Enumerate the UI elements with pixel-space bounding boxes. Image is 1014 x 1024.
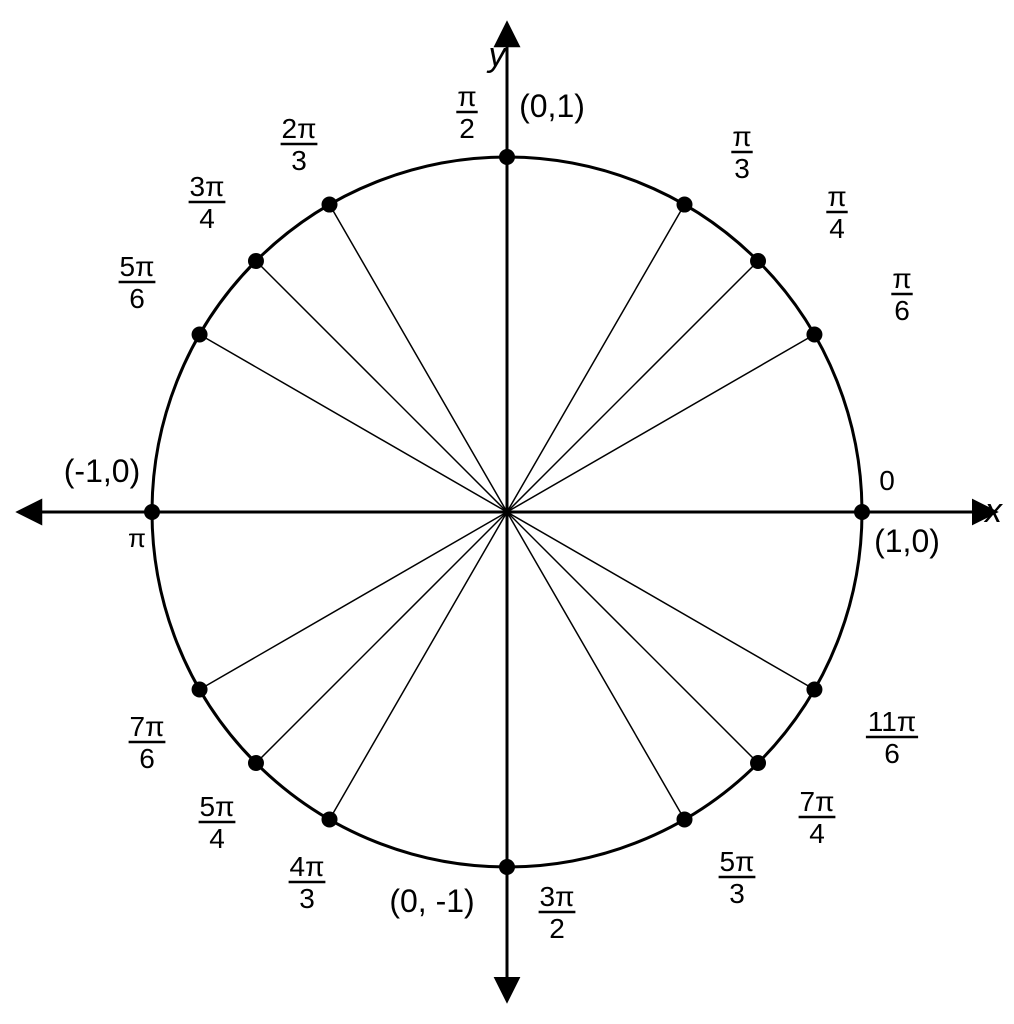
fraction-numerator: 5π (120, 251, 155, 282)
fraction-numerator: 3π (190, 171, 225, 202)
fraction-numerator: 7π (800, 786, 835, 817)
radius-line (200, 512, 507, 690)
fraction-numerator: π (827, 181, 846, 212)
coordinate-label: (-1,0) (64, 453, 140, 489)
angle-point (192, 682, 208, 698)
angle-fraction-label: 2π3 (281, 113, 318, 176)
fraction-denominator: 6 (139, 743, 155, 774)
unit-circle-diagram: xy0(1,0)π6π4π3π2(0,1)2π33π45π6π(-1,0)7π6… (0, 0, 1014, 1024)
angle-fraction-label: 5π4 (199, 791, 236, 854)
angle-point (854, 504, 870, 520)
fraction-numerator: π (892, 263, 911, 294)
angle-fraction-label: 7π6 (129, 711, 166, 774)
fraction-numerator: π (457, 81, 476, 112)
fraction-denominator: 2 (459, 113, 475, 144)
angle-fraction-label: π2 (456, 81, 477, 144)
radius-line (507, 512, 814, 690)
fraction-numerator: 5π (720, 846, 755, 877)
fraction-denominator: 6 (894, 295, 910, 326)
x-axis-label: x (983, 492, 1003, 530)
fraction-numerator: 7π (130, 711, 165, 742)
fraction-denominator: 4 (829, 213, 845, 244)
angle-fraction-label: 5π3 (719, 846, 756, 909)
angle-fraction-label: π4 (826, 181, 847, 244)
fraction-denominator: 3 (299, 883, 315, 914)
fraction-denominator: 2 (549, 913, 565, 944)
radius-line (507, 512, 685, 819)
angle-point (322, 197, 338, 213)
fraction-numerator: 4π (290, 851, 325, 882)
fraction-denominator: 4 (199, 203, 215, 234)
angle-point (806, 682, 822, 698)
angle-point (144, 504, 160, 520)
fraction-denominator: 4 (209, 823, 225, 854)
angle-fraction-label: 5π6 (119, 251, 156, 314)
fraction-numerator: 3π (540, 881, 575, 912)
angle-fraction-label: 11π6 (866, 706, 918, 769)
fraction-numerator: 2π (282, 113, 317, 144)
fraction-numerator: π (732, 121, 751, 152)
angle-plain-label: π (128, 523, 146, 553)
angle-fraction-label: 3π4 (189, 171, 226, 234)
angle-fraction-label: 4π3 (289, 851, 326, 914)
coordinate-label: (0, -1) (389, 883, 474, 919)
angle-point (806, 327, 822, 343)
angle-point (192, 327, 208, 343)
radius-line (256, 261, 507, 512)
angle-point (248, 253, 264, 269)
angle-point (248, 755, 264, 771)
fraction-numerator: 11π (868, 706, 916, 737)
radius-line (256, 512, 507, 763)
radius-line (330, 512, 508, 819)
fraction-denominator: 6 (884, 738, 900, 769)
radius-line (507, 205, 685, 512)
coordinate-label: (0,1) (519, 88, 585, 124)
angle-fraction-label: 7π4 (799, 786, 836, 849)
angle-point (750, 755, 766, 771)
radius-line (507, 335, 814, 513)
fraction-numerator: 5π (200, 791, 235, 822)
angle-fraction-label: π6 (891, 263, 912, 326)
angle-point (322, 811, 338, 827)
y-axis-label: y (487, 36, 508, 74)
angle-point (750, 253, 766, 269)
angle-point (677, 811, 693, 827)
fraction-denominator: 3 (729, 878, 745, 909)
angle-point (677, 197, 693, 213)
angle-plain-label: 0 (879, 465, 895, 496)
radius-line (507, 261, 758, 512)
angle-fraction-label: 3π2 (539, 881, 576, 944)
radius-line (330, 205, 508, 512)
angle-point (499, 859, 515, 875)
fraction-denominator: 4 (809, 818, 825, 849)
fraction-denominator: 3 (291, 145, 307, 176)
coordinate-label: (1,0) (874, 523, 940, 559)
angle-fraction-label: π3 (731, 121, 752, 184)
angle-point (499, 149, 515, 165)
radius-line (507, 512, 758, 763)
fraction-denominator: 6 (129, 283, 145, 314)
fraction-denominator: 3 (734, 153, 750, 184)
radius-line (200, 335, 507, 513)
